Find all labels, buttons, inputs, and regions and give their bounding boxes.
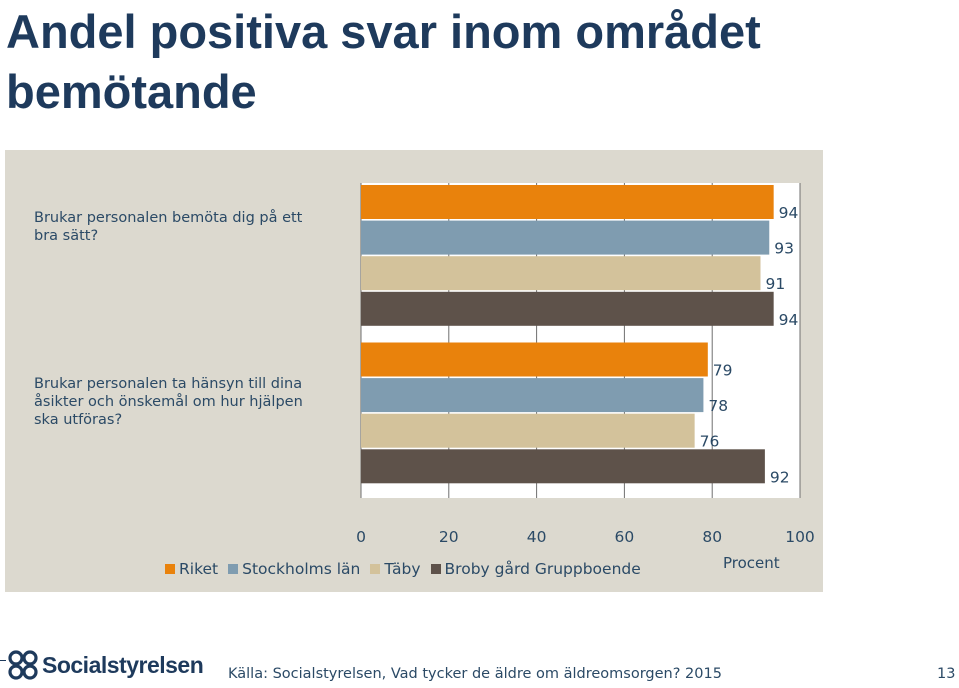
socialstyrelsen-logo: Socialstyrelsen [6,648,204,682]
data-label-stockholms-l-n-q2: 78 [708,397,728,415]
logo-mark-icon [8,650,38,680]
logo-text: Socialstyrelsen [42,651,204,678]
data-label-broby-g-rd-gruppboende-q1: 94 [779,311,799,329]
data-label-riket-q1: 94 [779,204,799,222]
chart-legend: Riket Stockholms län Täby Broby gård Gru… [165,560,651,578]
data-label-stockholms-l-n-q1: 93 [774,240,794,258]
x-axis-title: Procent [723,554,780,572]
bar-stockholms-l-n-q1 [361,220,770,255]
page-title: Andel positiva svar inom området bemötan… [6,5,761,118]
bar-riket-q1 [361,185,774,219]
x-tick-label-0: 0 [356,528,366,546]
legend-label-riket: Riket [179,560,219,578]
data-label-t-by-q2: 76 [700,433,720,451]
data-label-t-by-q1: 91 [765,275,785,293]
legend-swatch-taby [370,564,381,574]
bar-riket-q2 [361,342,708,377]
x-tick-label-40: 40 [527,528,547,546]
bar-t-by-q1 [361,256,761,291]
legend-item-broby-gard: Broby gård Gruppboende [430,560,641,578]
x-tick-label-20: 20 [439,528,459,546]
footer-divider-left [0,660,6,661]
x-tick-label-60: 60 [615,528,635,546]
bar-broby-g-rd-gruppboende-q1 [361,291,774,326]
legend-item-taby: Täby [370,560,421,578]
legend-swatch-stockholms-lan [228,564,239,574]
legend-swatch-riket [165,564,175,574]
legend-item-stockholms-lan: Stockholms län [228,560,360,578]
legend-item-riket: Riket [165,560,218,578]
data-label-broby-g-rd-gruppboende-q2: 92 [770,468,790,486]
page-number: 13 [937,666,956,682]
category-label-1: Brukar personalen bemöta dig på ett bra … [34,210,303,244]
bar-t-by-q2 [361,413,695,448]
source-text: Källa: Socialstyrelsen, Vad tycker de äl… [228,666,722,682]
bar-broby-g-rd-gruppboende-q2 [361,449,765,484]
category-label-2: Brukar personalen ta hänsyn till dina ås… [34,376,303,428]
legend-label-stockholms-lan: Stockholms län [242,560,361,578]
x-tick-label-100: 100 [785,528,815,546]
chart-panel: 0 20 40 60 80 100 94 93 91 94 79 78 76 92 Brukar pers… [5,150,823,592]
legend-label-broby-gard: Broby gård Gruppboende [444,560,641,578]
legend-label-taby: Täby [384,560,421,578]
x-tick-label-80: 80 [702,528,722,546]
bar-chart: 0 20 40 60 80 100 94 93 91 94 79 78 76 92 [356,183,815,546]
bar-stockholms-l-n-q2 [361,378,704,413]
legend-swatch-broby-gard [430,564,441,574]
data-label-riket-q2: 79 [713,362,733,380]
